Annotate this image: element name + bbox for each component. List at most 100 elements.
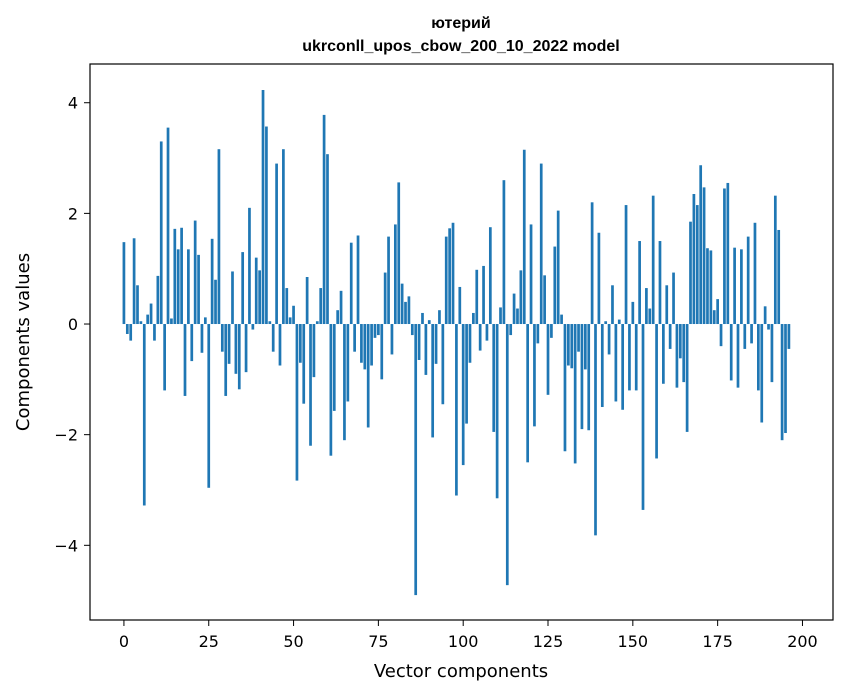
bar [241,252,245,325]
bar [478,324,482,351]
bar [767,324,770,330]
bar [129,324,133,341]
bar [377,324,380,336]
bar [485,324,489,341]
bar [159,141,163,325]
bar [424,324,428,375]
bar [224,324,228,396]
bar [621,324,625,410]
bar [624,205,628,325]
bar [227,324,231,364]
bar [217,149,221,325]
bar [370,324,373,366]
bar [268,321,272,325]
bar [414,324,418,596]
bar [526,324,530,463]
bar [125,324,129,334]
bar [668,324,672,349]
bar [712,310,716,325]
bar [594,324,597,536]
chart-subtitle: ukrconll_upos_cbow_200_10_2022 model [302,38,619,55]
bar [651,195,655,325]
bar [641,324,645,510]
bar [763,306,767,325]
bar [163,324,166,391]
bar [319,288,323,325]
chart-title: ютерий [431,15,490,32]
bar [149,303,153,325]
bar [132,238,136,325]
bar [533,324,536,427]
bar [529,224,533,325]
bar [292,305,295,325]
x-tick-label: 100 [448,632,479,651]
bar [265,126,268,325]
bar [180,227,183,325]
bar [502,180,506,325]
bar [322,114,326,325]
bar [516,308,519,325]
bar [472,312,475,325]
bar [536,324,540,344]
y-tick-label: −2 [54,426,78,445]
bar [431,324,435,438]
bar [638,241,641,325]
bar [757,324,760,391]
bar [383,272,387,325]
bar [434,324,438,364]
bar [617,319,621,325]
bar [590,202,594,325]
bar [210,238,214,325]
bar [122,242,126,325]
bar [787,324,791,349]
bar [417,324,421,360]
bar [655,324,658,459]
bar [187,249,190,325]
bar [200,324,204,353]
bar [465,324,468,424]
bar [539,163,543,325]
bar [550,324,553,338]
bar [220,324,224,352]
bar [475,269,479,325]
x-tick-label: 75 [368,632,388,651]
bar [366,324,370,428]
bar [234,324,238,374]
bar [231,271,234,325]
bar [197,254,200,325]
bar [438,310,441,325]
bar [746,236,750,325]
bar [492,324,496,432]
bar [645,288,648,325]
bar [353,324,356,352]
bar [339,290,343,325]
bar [400,283,404,325]
bar [254,257,258,325]
bar [455,324,458,496]
bar [631,301,635,325]
bar [183,324,187,396]
bar [261,90,265,325]
bar [695,205,699,325]
plot-frame [89,63,834,621]
bar [597,232,601,325]
y-tick-label: 4 [68,94,78,113]
bar [583,324,587,370]
bar [461,324,465,466]
bar [672,272,675,325]
bar [658,241,662,325]
y-axis-ticks: −4 −2 0 2 4 [54,94,90,555]
x-tick-label: 125 [533,632,564,651]
bar [373,324,377,338]
bar [577,324,580,352]
bar [753,222,757,325]
bar [309,324,312,446]
bar [573,324,577,464]
bar [343,324,346,441]
bar [315,321,319,325]
y-tick-label: 0 [68,315,78,334]
bar [393,224,397,325]
x-tick-label: 200 [787,632,818,651]
